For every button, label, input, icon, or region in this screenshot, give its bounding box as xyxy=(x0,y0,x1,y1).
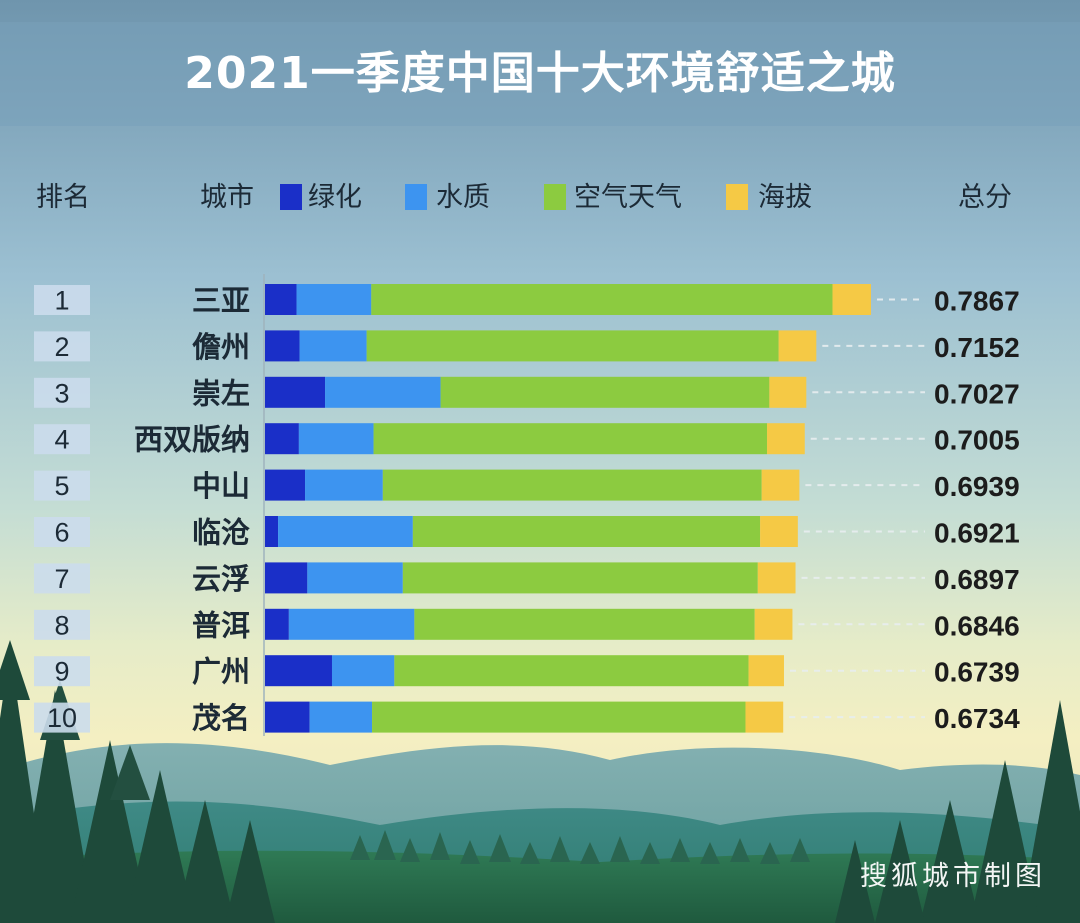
city-label: 儋州 xyxy=(192,330,250,364)
bar-segment-green xyxy=(265,284,297,315)
bar-segment-altitude xyxy=(748,655,784,687)
total-label: 0.7867 xyxy=(934,286,1020,317)
bar-segment-water xyxy=(309,701,373,733)
rank-box xyxy=(34,563,90,594)
city-label: 云浮 xyxy=(192,562,250,596)
bar-segment-water xyxy=(296,284,372,315)
bar-segment-altitude xyxy=(778,330,817,362)
rank-label: 2 xyxy=(54,332,69,362)
rank-box xyxy=(34,702,90,733)
bar-segment-air xyxy=(414,608,755,640)
city-header: 城市 xyxy=(200,182,254,213)
bar-segment-air xyxy=(372,701,746,733)
legend-label-water: 水质 xyxy=(436,182,490,213)
rank-box xyxy=(34,424,90,455)
total-header: 总分 xyxy=(958,182,1012,213)
city-label: 崇左 xyxy=(192,376,250,410)
bar-segment-altitude xyxy=(832,284,871,315)
bar-segment-green xyxy=(265,330,300,362)
rank-label: 9 xyxy=(54,657,69,687)
bar-segment-water xyxy=(331,655,395,687)
rank-box xyxy=(34,609,90,640)
bar-segment-green xyxy=(265,655,332,687)
bar-segment-altitude xyxy=(754,608,793,640)
bar-segment-air xyxy=(382,469,762,501)
total-label: 0.6921 xyxy=(934,518,1020,549)
total-label: 0.7027 xyxy=(934,378,1020,409)
bar-segment-air xyxy=(371,284,833,315)
chart-title: 2021一季度中国十大环境舒适之城 xyxy=(184,48,896,99)
bar-segment-altitude xyxy=(757,562,796,594)
total-label: 0.6734 xyxy=(934,703,1020,734)
city-label: 普洱 xyxy=(192,608,250,642)
bar-segment-altitude xyxy=(767,423,805,455)
bar-segment-altitude xyxy=(769,376,807,408)
bar-segment-air xyxy=(402,562,758,594)
bar-segment-green xyxy=(265,469,306,501)
bar-segment-water xyxy=(307,562,403,594)
bar-segment-water xyxy=(305,469,383,501)
rank-box xyxy=(34,656,90,687)
legend-label-air: 空气天气 xyxy=(574,182,682,213)
rank-label: 1 xyxy=(54,286,69,316)
bar-segment-air xyxy=(366,330,779,362)
legend-swatch-air xyxy=(544,184,566,210)
rank-box xyxy=(34,470,90,501)
bar-segment-water xyxy=(298,423,374,455)
rank-label: 5 xyxy=(54,471,69,501)
total-label: 0.6897 xyxy=(934,564,1020,595)
legend-label-altitude: 海拔 xyxy=(758,182,812,213)
bar-segment-water xyxy=(325,376,441,408)
bar-segment-air xyxy=(440,376,770,408)
rank-label: 10 xyxy=(47,703,77,733)
city-label: 中山 xyxy=(192,469,250,503)
bar-segment-green xyxy=(265,701,310,733)
total-label: 0.6846 xyxy=(934,610,1020,641)
bar-segment-altitude xyxy=(760,516,798,547)
total-label: 0.7005 xyxy=(934,425,1020,456)
rank-box xyxy=(34,517,90,547)
rank-header: 排名 xyxy=(36,182,90,213)
bar-segment-green xyxy=(265,562,308,594)
bar-segment-green xyxy=(265,516,279,547)
bar-segment-air xyxy=(412,516,761,547)
rank-box xyxy=(34,331,90,362)
bar-segment-altitude xyxy=(745,701,784,733)
watermark: 搜狐城市制图 xyxy=(860,861,1046,892)
bar-segment-altitude xyxy=(761,469,800,501)
legend-swatch-altitude xyxy=(726,184,748,210)
bar-segment-air xyxy=(373,423,768,455)
city-label: 茂名 xyxy=(192,701,250,735)
legend-swatch-green xyxy=(280,184,302,210)
total-label: 0.6939 xyxy=(934,471,1020,502)
bar-segment-green xyxy=(265,423,299,455)
legend-label-green: 绿化 xyxy=(308,182,362,213)
rank-box xyxy=(34,285,90,315)
rank-label: 7 xyxy=(54,564,69,594)
rank-label: 8 xyxy=(54,610,69,640)
title-band xyxy=(0,22,1080,126)
bar-segment-water xyxy=(299,330,367,362)
rank-label: 3 xyxy=(54,378,69,408)
city-label: 广州 xyxy=(192,655,250,689)
city-label: 临沧 xyxy=(192,516,250,550)
city-label: 三亚 xyxy=(192,284,250,318)
bar-segment-water xyxy=(288,608,415,640)
bar-segment-green xyxy=(265,376,326,408)
rank-box xyxy=(34,377,90,408)
rank-label: 6 xyxy=(54,518,69,548)
bar-segment-water xyxy=(278,516,413,547)
city-label: 西双版纳 xyxy=(134,423,250,457)
total-label: 0.6739 xyxy=(934,657,1020,688)
rank-label: 4 xyxy=(54,425,69,455)
legend-swatch-water xyxy=(405,184,427,210)
bar-segment-green xyxy=(265,608,289,640)
bar-segment-air xyxy=(394,655,749,687)
total-label: 0.7152 xyxy=(934,332,1020,363)
